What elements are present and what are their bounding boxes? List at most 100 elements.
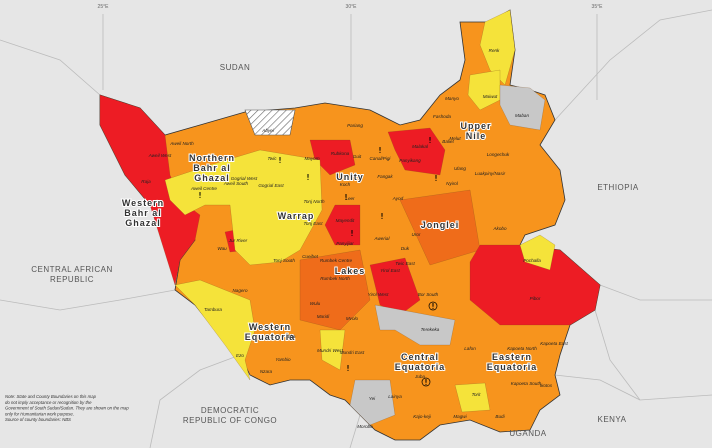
alert-dot: [279, 161, 281, 163]
county-label: Akobo: [492, 226, 506, 231]
alert-circle: [421, 377, 431, 387]
alert-dot: [381, 217, 383, 219]
county-label: Kapoeta East: [540, 341, 568, 346]
county-label: Awerial: [374, 236, 391, 241]
state-label: Warrap: [278, 211, 315, 221]
county-label: Melut: [449, 136, 461, 141]
state-label: Nile: [466, 131, 487, 141]
county-label: Wulu: [310, 301, 321, 306]
county-label: Twic East: [395, 261, 415, 266]
country-label: SUDAN: [220, 63, 251, 72]
country-label: UGANDA: [509, 429, 546, 438]
county-label: Tonj East: [304, 221, 324, 226]
county-label: Abyei: [261, 128, 274, 133]
county-label: Juba: [414, 374, 425, 379]
state-label: Bahr al: [193, 163, 231, 173]
alert-dot: [429, 141, 431, 143]
labels: 25°E 30°E 35°E SUDAN ETHIOPIA CENTRAL AFRICAN…: [5, 4, 639, 438]
county-label: Pibor: [530, 296, 541, 301]
county-label: Yirol East: [380, 268, 400, 273]
state-label: Northern: [189, 153, 235, 163]
county-label: Canal/Pigi: [370, 156, 392, 161]
state-label: Eastern: [492, 352, 532, 362]
county-label: Bor South: [418, 292, 439, 297]
alert-dot: [199, 196, 201, 198]
county-label: Lainya: [388, 394, 402, 399]
county-label: Lafon: [464, 346, 476, 351]
county-label: Yambio: [275, 357, 291, 362]
county-label: Morobo: [357, 424, 373, 429]
county-label: Mundri East: [340, 350, 365, 355]
county-label: Longechuk: [487, 152, 510, 157]
county-label: Twic: [267, 156, 277, 161]
alert-dot: [432, 307, 434, 309]
county-label: Gogrial East: [258, 183, 284, 188]
county-label: Cueibet: [302, 254, 319, 259]
county-label: Terekeka: [421, 327, 440, 332]
county-label: Ezo: [236, 353, 244, 358]
county-label: Maban: [515, 113, 529, 118]
county-label: Mayendit: [336, 218, 355, 223]
county-label: Rumbek North: [320, 276, 350, 281]
graticule-label: 25°E: [98, 4, 110, 10]
county-label: Aweil South: [223, 181, 249, 186]
county-label: Aweil West: [148, 153, 172, 158]
abyei-area: [244, 109, 296, 136]
county-label: Nyirol: [446, 181, 459, 186]
country-label: ETHIOPIA: [597, 183, 639, 192]
state-label: Equatoria: [487, 362, 538, 372]
county-label: Mundri West: [317, 348, 343, 353]
alert-dot: [345, 198, 347, 200]
county-label: Fangak: [377, 174, 393, 179]
note-line: do not imply acceptance or recognition b…: [5, 400, 92, 405]
alert-dot: [351, 234, 353, 236]
state-label: Western: [249, 322, 291, 332]
county-label: Maiwut: [483, 94, 498, 99]
alert-dot: [425, 383, 427, 385]
county-label: Kajo-keji: [413, 414, 432, 419]
alert-dot: [435, 179, 437, 181]
country-label: CENTRAL AFRICAN: [31, 265, 112, 274]
county-label: Torit: [472, 392, 481, 397]
county-label: Wau: [217, 246, 227, 251]
county-label: Baliet: [442, 139, 454, 144]
county-label: Ulang: [454, 166, 466, 171]
south-sudan: [99, 9, 601, 441]
state-label: Equatoria: [245, 332, 296, 342]
county-label: Luakpiny/Nasir: [475, 171, 506, 176]
county-label: Panyijiar: [336, 241, 354, 246]
note-line: only for Humanitarian work purpose.: [5, 411, 74, 416]
county-label: Ibba: [287, 334, 296, 339]
state-label: Bahr al: [124, 208, 162, 218]
county-label: Maridi: [317, 314, 330, 319]
county-label: Malakal: [412, 144, 429, 149]
state-label: Equatoria: [395, 362, 446, 372]
county-label: Panyikang: [399, 158, 421, 163]
country-label: KENYA: [597, 415, 626, 424]
state-label: Central: [401, 352, 439, 362]
county-label: Aweil North: [169, 141, 194, 146]
county-label: Kapoeta North: [507, 346, 537, 351]
state-label: Jonglei: [421, 220, 460, 230]
county-label: Rubkona: [331, 151, 350, 156]
state-label: Ghazal: [194, 173, 230, 183]
county-label: Fashoda: [433, 114, 451, 119]
county-label: Nagero: [232, 288, 248, 293]
state-label: Upper: [460, 121, 491, 131]
state-label: Lakes: [335, 266, 366, 276]
country-label: REPUBLIC OF CONGO: [183, 416, 277, 425]
note-line: Source of county boundaries: NBS: [5, 417, 71, 422]
country-label: DEMOCRATIC: [201, 406, 259, 415]
county-label: Mvolo: [346, 316, 359, 321]
state-label: Western: [122, 198, 164, 208]
county-label: Tambura: [204, 307, 222, 312]
county-label: Nzara: [260, 369, 273, 374]
county-label: Pariang: [347, 123, 363, 128]
alert-dot: [379, 151, 381, 153]
county-label: Manyo: [445, 96, 459, 101]
county-label: Koch: [340, 182, 351, 187]
county-label: Rumbek Centre: [320, 258, 353, 263]
county-label: Kapoeta South: [511, 381, 542, 386]
country-label: REPUBLIC: [50, 275, 94, 284]
county-label: Aweil Centre: [190, 186, 217, 191]
